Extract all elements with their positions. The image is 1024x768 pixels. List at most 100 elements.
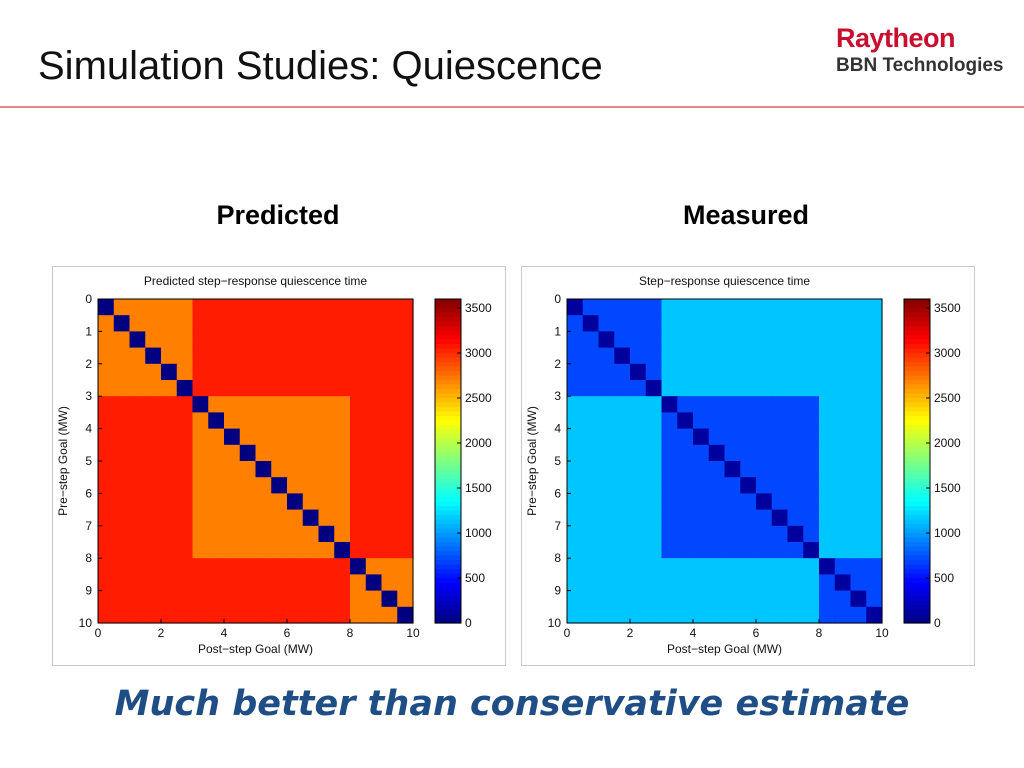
- title-rule: [0, 106, 1024, 108]
- predicted-heatmap-cell: [302, 606, 320, 624]
- measured-heatmap-cell: [598, 477, 615, 494]
- predicted-heatmap-cell: [161, 412, 178, 430]
- measured-heatmap-cell: [771, 347, 789, 365]
- measured-heatmap-cell: [787, 428, 804, 446]
- measured-heatmap-cell: [693, 347, 710, 365]
- predicted-heatmap-cell: [318, 315, 335, 332]
- measured-heatmap-cell: [661, 590, 678, 608]
- measured-colorbar-segment: [904, 605, 930, 611]
- predicted-colorbar-segment: [435, 443, 461, 449]
- predicted-heatmap-cell: [271, 347, 288, 365]
- measured-heatmap-cell: [693, 331, 710, 349]
- measured-heatmap-cell: [740, 542, 757, 559]
- measured-heatmap-cell: [834, 363, 852, 381]
- measured-heatmap-cell: [787, 412, 804, 430]
- measured-colorbar-segment: [904, 371, 930, 377]
- predicted-heatmap-cell: [208, 558, 225, 575]
- predicted-heatmap-cell: [397, 542, 414, 559]
- measured-heatmap-cell: [693, 396, 710, 413]
- measured-heatmap-cell: [661, 574, 678, 592]
- predicted-heatmap-cell: [208, 428, 225, 446]
- measured-heatmap-cell: [740, 493, 757, 511]
- measured-heatmap-cell: [645, 558, 663, 575]
- predicted-heatmap-cell: [318, 574, 335, 592]
- predicted-heatmap-cell: [129, 396, 146, 413]
- predicted-heatmap-cell: [161, 509, 178, 527]
- measured-colorbar-segment: [904, 591, 930, 597]
- measured-heatmap-cell: [740, 428, 757, 446]
- measured-heatmap-cell: [693, 558, 710, 575]
- measured-colorbar-segment: [904, 402, 930, 408]
- measured-heatmap-cell: [661, 493, 678, 511]
- predicted-heatmap-cell: [287, 606, 304, 624]
- measured-heatmap-cell: [693, 509, 710, 527]
- predicted-heatmap-cell: [176, 558, 194, 575]
- predicted-heatmap-cell: [255, 525, 272, 543]
- measured-heatmap-cell: [834, 396, 852, 413]
- measured-heatmap-cell: [756, 347, 773, 365]
- predicted-y-tick-label: 2: [85, 357, 92, 371]
- measured-heatmap-cell: [630, 525, 647, 543]
- measured-heatmap-cell: [598, 396, 615, 413]
- predicted-heatmap-cell: [287, 477, 304, 494]
- predicted-heatmap-cell: [334, 461, 351, 478]
- measured-heatmap-cell: [693, 477, 710, 494]
- predicted-heatmap-cell: [287, 299, 304, 316]
- measured-heatmap-cell: [614, 525, 631, 543]
- measured-heatmap-cell: [677, 477, 694, 494]
- predicted-colorbar-segment: [435, 429, 461, 435]
- measured-heatmap-cell: [740, 363, 757, 381]
- predicted-heatmap-cell: [224, 558, 241, 575]
- predicted-heatmap-cell: [302, 461, 320, 478]
- measured-heatmap-cell: [582, 477, 600, 494]
- measured-heatmap-cell: [787, 477, 804, 494]
- predicted-heatmap-cell: [381, 574, 398, 592]
- predicted-heatmap-cell: [287, 525, 304, 543]
- measured-colorbar-segment: [904, 474, 930, 480]
- measured-heatmap-cell: [740, 509, 757, 527]
- predicted-heatmap-cell: [176, 590, 194, 608]
- measured-heatmap-cell: [866, 299, 883, 316]
- predicted-heatmap-cell: [365, 509, 383, 527]
- predicted-heatmap-cell: [98, 477, 115, 494]
- predicted-x-tick-label: 4: [221, 626, 228, 640]
- measured-heatmap-cell: [803, 331, 820, 349]
- measured-heatmap-cell: [677, 363, 694, 381]
- predicted-heatmap-cell: [192, 444, 209, 462]
- predicted-x-tick-label: 10: [406, 626, 420, 640]
- predicted-colorbar-segment: [435, 537, 461, 543]
- measured-heatmap-cell: [582, 574, 600, 592]
- predicted-colorbar-segment: [435, 299, 461, 305]
- measured-y-axis-label: Pre−step Goal (MW): [525, 406, 539, 516]
- measured-heatmap-cell: [661, 509, 678, 527]
- measured-heatmap-cell: [819, 428, 836, 446]
- measured-x-tick-label: 4: [690, 626, 697, 640]
- measured-heatmap-cell: [693, 380, 710, 397]
- predicted-heatmap-cell: [302, 444, 320, 462]
- predicted-heatmap-cell: [302, 574, 320, 592]
- predicted-heatmap-cell: [365, 331, 383, 349]
- measured-heatmap-cell: [614, 428, 631, 446]
- measured-colorbar-segment: [904, 393, 930, 399]
- predicted-heatmap-cell: [365, 461, 383, 478]
- predicted-colorbar-segment: [435, 321, 461, 327]
- predicted-heatmap-cell: [208, 574, 225, 592]
- predicted-heatmap-cell: [145, 558, 162, 575]
- predicted-colorbar-segment: [435, 456, 461, 462]
- predicted-heatmap-cell: [208, 380, 225, 397]
- measured-heatmap-cell: [614, 558, 631, 575]
- measured-heatmap-cell: [677, 590, 694, 608]
- measured-heatmap-cell: [740, 461, 757, 478]
- measured-heatmap-cell: [819, 396, 836, 413]
- measured-heatmap-cell: [740, 412, 757, 430]
- measured-heatmap-cell: [866, 363, 883, 381]
- measured-heatmap-cell: [614, 299, 631, 316]
- predicted-heatmap-cell: [365, 412, 383, 430]
- measured-colorbar-segment: [904, 497, 930, 503]
- measured-heatmap-cell: [771, 444, 789, 462]
- measured-heatmap-cell: [645, 606, 663, 624]
- measured-colorbar-tick-label: 1500: [934, 481, 961, 495]
- predicted-colorbar-frame: [434, 298, 462, 624]
- measured-heatmap-cell: [756, 444, 773, 462]
- predicted-heatmap-cell: [113, 380, 131, 397]
